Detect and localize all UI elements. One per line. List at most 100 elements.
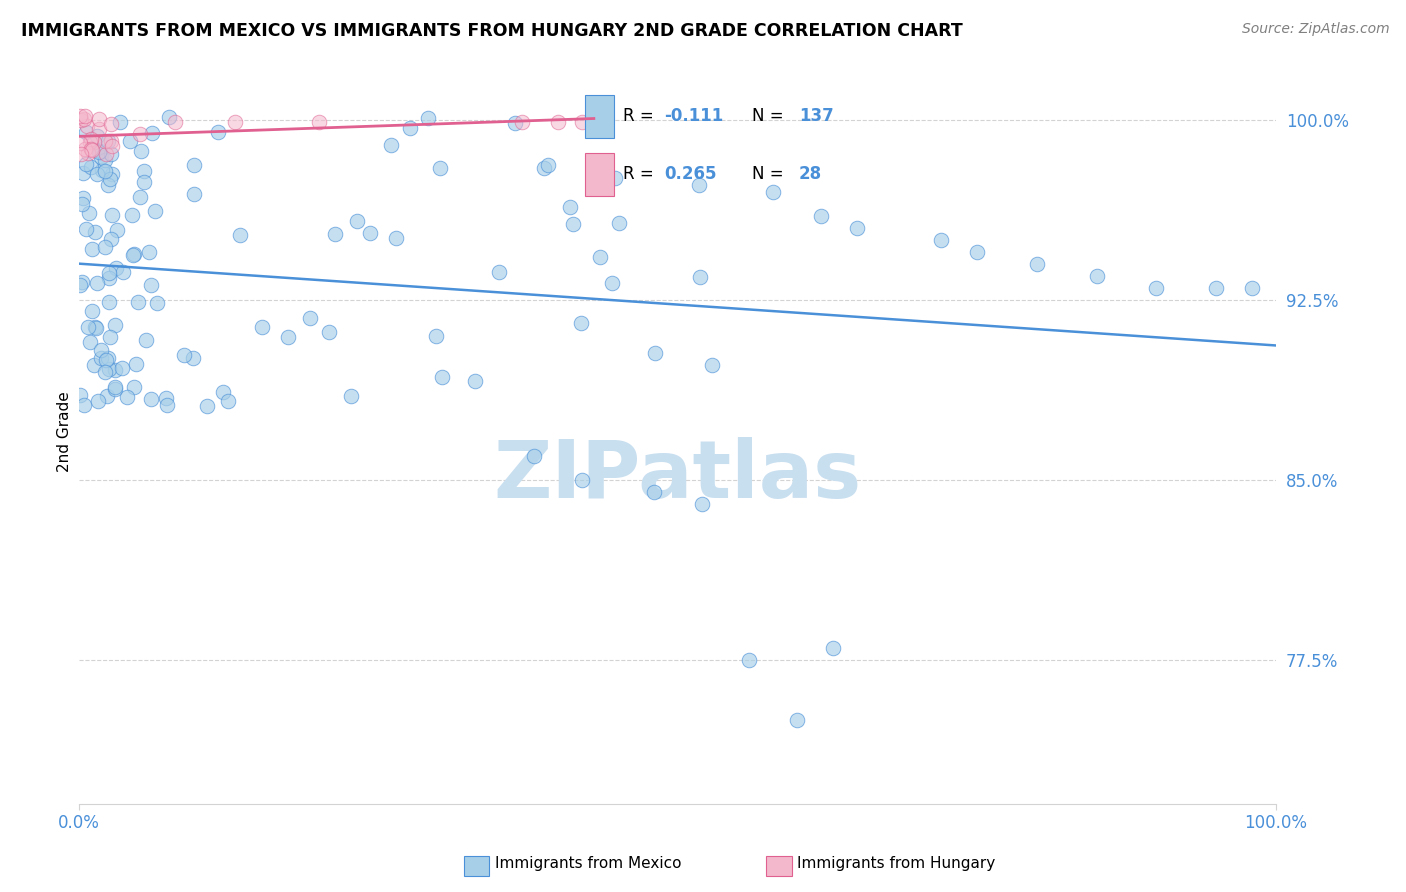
Point bbox=[318, 325, 340, 339]
Point bbox=[181, 351, 204, 366]
Point bbox=[80, 303, 103, 318]
Point bbox=[163, 115, 186, 129]
Text: IMMIGRANTS FROM MEXICO VS IMMIGRANTS FROM HUNGARY 2ND GRADE CORRELATION CHART: IMMIGRANTS FROM MEXICO VS IMMIGRANTS FRO… bbox=[21, 22, 963, 40]
Point bbox=[325, 227, 347, 241]
Point bbox=[69, 109, 91, 123]
Point bbox=[607, 216, 630, 230]
Point bbox=[547, 115, 569, 129]
Point bbox=[127, 294, 149, 309]
Text: Immigrants from Hungary: Immigrants from Hungary bbox=[797, 856, 995, 871]
Point bbox=[76, 319, 98, 334]
Point bbox=[89, 112, 111, 126]
Point bbox=[558, 200, 581, 214]
Point bbox=[73, 109, 96, 123]
Text: ZIPatlas: ZIPatlas bbox=[494, 437, 862, 516]
Point bbox=[87, 393, 110, 408]
Point bbox=[689, 270, 711, 285]
Point bbox=[105, 223, 128, 237]
Point bbox=[464, 374, 486, 388]
Point bbox=[430, 370, 453, 384]
Point bbox=[86, 167, 108, 181]
Point bbox=[523, 449, 546, 463]
Point bbox=[69, 387, 91, 401]
Point bbox=[89, 122, 111, 136]
Point bbox=[569, 316, 592, 330]
Point bbox=[298, 310, 321, 325]
Point bbox=[146, 296, 169, 310]
Point bbox=[588, 251, 610, 265]
Point bbox=[94, 146, 117, 161]
Point bbox=[96, 389, 118, 403]
Point bbox=[141, 278, 163, 293]
Point bbox=[399, 120, 422, 135]
Point bbox=[79, 135, 101, 149]
Point bbox=[72, 191, 94, 205]
Point bbox=[211, 384, 233, 399]
Point bbox=[1025, 257, 1047, 271]
Point bbox=[122, 247, 145, 261]
Point bbox=[183, 158, 205, 172]
Point bbox=[346, 214, 368, 228]
Point bbox=[571, 115, 593, 129]
Point bbox=[195, 399, 218, 413]
Point bbox=[503, 115, 526, 129]
Point bbox=[90, 343, 112, 357]
Point bbox=[643, 484, 665, 499]
Point bbox=[83, 136, 105, 150]
Point bbox=[571, 473, 593, 487]
Point bbox=[688, 178, 710, 192]
Point bbox=[122, 248, 145, 262]
Point bbox=[97, 267, 120, 281]
Point bbox=[84, 225, 107, 239]
Point bbox=[97, 351, 120, 366]
Point bbox=[104, 382, 127, 396]
Point bbox=[207, 125, 229, 139]
Point bbox=[125, 357, 148, 371]
Point bbox=[183, 187, 205, 202]
Point bbox=[418, 111, 440, 125]
Point bbox=[97, 271, 120, 285]
Point bbox=[156, 398, 179, 412]
Point bbox=[75, 222, 97, 236]
Point bbox=[100, 138, 122, 153]
Point bbox=[1085, 268, 1108, 283]
Point bbox=[966, 244, 988, 259]
Point bbox=[98, 330, 121, 344]
Point bbox=[83, 320, 105, 334]
Point bbox=[159, 110, 181, 124]
Point bbox=[1241, 281, 1264, 295]
Point bbox=[77, 146, 100, 161]
Point bbox=[73, 142, 96, 156]
Point bbox=[1205, 281, 1227, 295]
Point bbox=[86, 276, 108, 290]
Point bbox=[70, 147, 93, 161]
Point bbox=[69, 136, 91, 151]
Point bbox=[762, 185, 785, 199]
Point bbox=[89, 144, 111, 158]
Point bbox=[103, 380, 125, 394]
Point bbox=[132, 175, 155, 189]
Point bbox=[105, 261, 128, 276]
Point bbox=[79, 335, 101, 350]
Point bbox=[93, 153, 115, 168]
Point bbox=[83, 358, 105, 372]
Point bbox=[86, 129, 108, 144]
Point bbox=[108, 115, 131, 129]
Point bbox=[644, 345, 666, 359]
Point bbox=[97, 295, 120, 310]
Text: Source: ZipAtlas.com: Source: ZipAtlas.com bbox=[1241, 22, 1389, 37]
Point bbox=[340, 389, 363, 403]
Point bbox=[359, 226, 381, 240]
Point bbox=[380, 138, 402, 153]
Point bbox=[155, 391, 177, 405]
Point bbox=[112, 265, 135, 279]
Point bbox=[250, 319, 273, 334]
Point bbox=[929, 233, 952, 247]
Point bbox=[89, 145, 111, 160]
Point bbox=[533, 161, 555, 176]
Point bbox=[1144, 281, 1167, 295]
Point bbox=[129, 190, 152, 204]
Point bbox=[72, 166, 94, 180]
Point bbox=[79, 160, 101, 174]
Point bbox=[173, 348, 195, 362]
